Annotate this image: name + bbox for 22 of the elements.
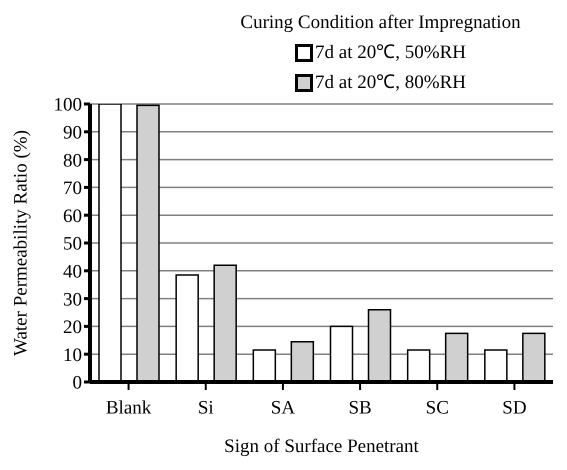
- y-tick-label: 20: [63, 317, 82, 338]
- y-tick-label: 60: [63, 206, 82, 227]
- y-tick-label: 0: [72, 372, 82, 394]
- x-tick-label: Blank: [106, 397, 152, 418]
- y-tick-label: 90: [63, 122, 82, 144]
- y-tick-label: 40: [63, 262, 82, 283]
- x-tick-label: Si: [198, 397, 214, 418]
- y-tick-label: 50: [63, 234, 82, 255]
- x-tick-label: SC: [426, 397, 449, 418]
- y-tick-label: 100: [54, 94, 82, 116]
- x-tick-label: SD: [502, 397, 527, 418]
- x-tick-label: SB: [348, 397, 372, 418]
- legend-label: 7d at 20℃, 50%RH: [315, 41, 466, 65]
- x-tick-label: SA: [270, 397, 296, 418]
- legend-title: Curing Condition after Impregnation: [239, 11, 522, 35]
- y-tick-label: 70: [63, 178, 82, 200]
- x-axis-title: Sign of Surface Penetrant: [224, 436, 420, 457]
- y-tick-label: 80: [63, 150, 82, 172]
- legend-label: 7d at 20℃, 80%RH: [315, 71, 466, 95]
- y-tick-label: 10: [63, 344, 82, 366]
- y-axis-title: Water Permeability Ratio (%): [10, 130, 32, 356]
- y-tick-label: 30: [63, 289, 82, 310]
